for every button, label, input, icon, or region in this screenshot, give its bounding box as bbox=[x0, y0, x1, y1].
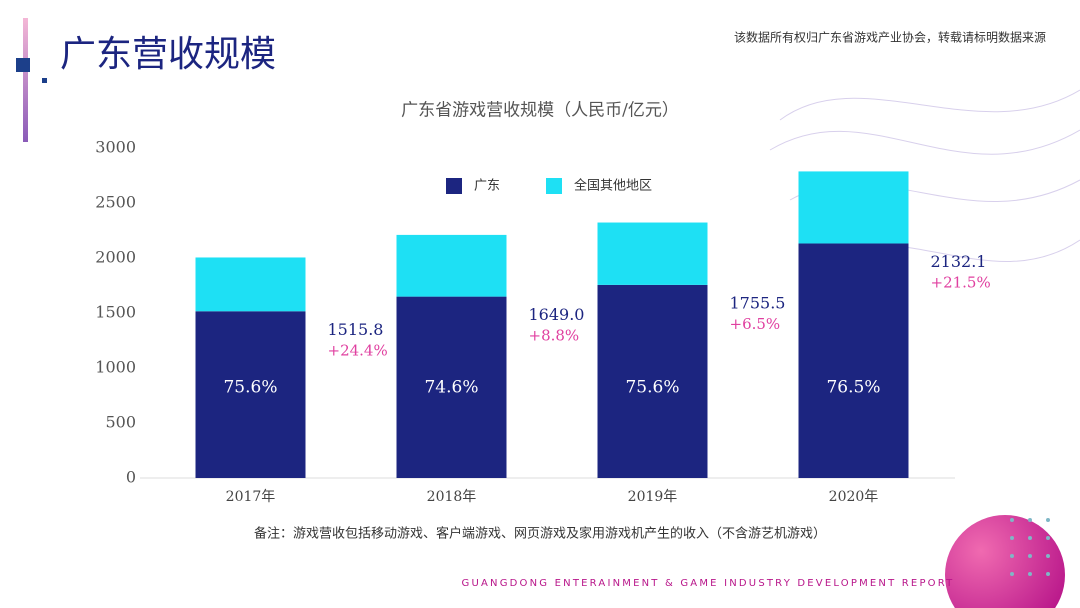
share-label: 74.6% bbox=[424, 378, 478, 398]
share-label: 76.5% bbox=[826, 378, 880, 398]
y-tick-label: 3000 bbox=[95, 138, 136, 157]
y-tick-label: 1000 bbox=[95, 358, 136, 377]
chart-title: 广东省游戏营收规模（人民币/亿元） bbox=[401, 101, 679, 121]
source-note: 该数据所有权归广东省游戏产业协会，转载请标明数据来源 bbox=[734, 30, 1046, 45]
page-title: 广东营收规模 bbox=[60, 34, 276, 75]
legend-swatch bbox=[446, 178, 462, 194]
growth-label: +8.8% bbox=[529, 327, 580, 345]
bar-segment bbox=[798, 243, 909, 478]
bar-segment bbox=[798, 171, 909, 244]
y-tick-label: 2000 bbox=[95, 248, 136, 267]
y-tick-label: 0 bbox=[126, 468, 136, 487]
growth-label: +24.4% bbox=[328, 341, 388, 359]
value-label: 2132.1 bbox=[931, 252, 987, 271]
value-label: 1755.5 bbox=[730, 293, 786, 312]
footnote: 备注：游戏营收包括移动游戏、客户端游戏、网页游戏及家用游戏机产生的收入（不含游艺… bbox=[254, 526, 826, 542]
growth-label: +21.5% bbox=[931, 273, 991, 291]
decoration bbox=[16, 18, 1080, 608]
bar-segment bbox=[396, 296, 507, 478]
footer: GUANGDONG ENTERAINMENT & GAME INDUSTRY D… bbox=[462, 578, 955, 589]
value-label: 1515.8 bbox=[328, 320, 384, 339]
x-tick-label: 2018年 bbox=[427, 489, 477, 505]
bar-segment bbox=[597, 284, 708, 478]
y-tick-label: 2500 bbox=[95, 193, 136, 212]
y-tick-label: 500 bbox=[105, 413, 136, 432]
bar-segment bbox=[396, 234, 507, 297]
x-tick-label: 2020年 bbox=[829, 489, 879, 505]
x-tick-label: 2017年 bbox=[226, 489, 276, 505]
growth-label: +6.5% bbox=[730, 315, 781, 333]
legend-swatch bbox=[546, 178, 562, 194]
bar-segment bbox=[195, 257, 306, 312]
value-label: 1649.0 bbox=[529, 305, 585, 324]
bar-segment bbox=[195, 311, 306, 478]
share-label: 75.6% bbox=[625, 378, 679, 398]
legend-label: 广东 bbox=[474, 179, 500, 194]
y-tick-label: 1500 bbox=[95, 303, 136, 322]
x-tick-label: 2019年 bbox=[628, 489, 678, 505]
share-label: 75.6% bbox=[223, 378, 277, 398]
bar-segment bbox=[597, 222, 708, 285]
legend-label: 全国其他地区 bbox=[574, 178, 652, 194]
